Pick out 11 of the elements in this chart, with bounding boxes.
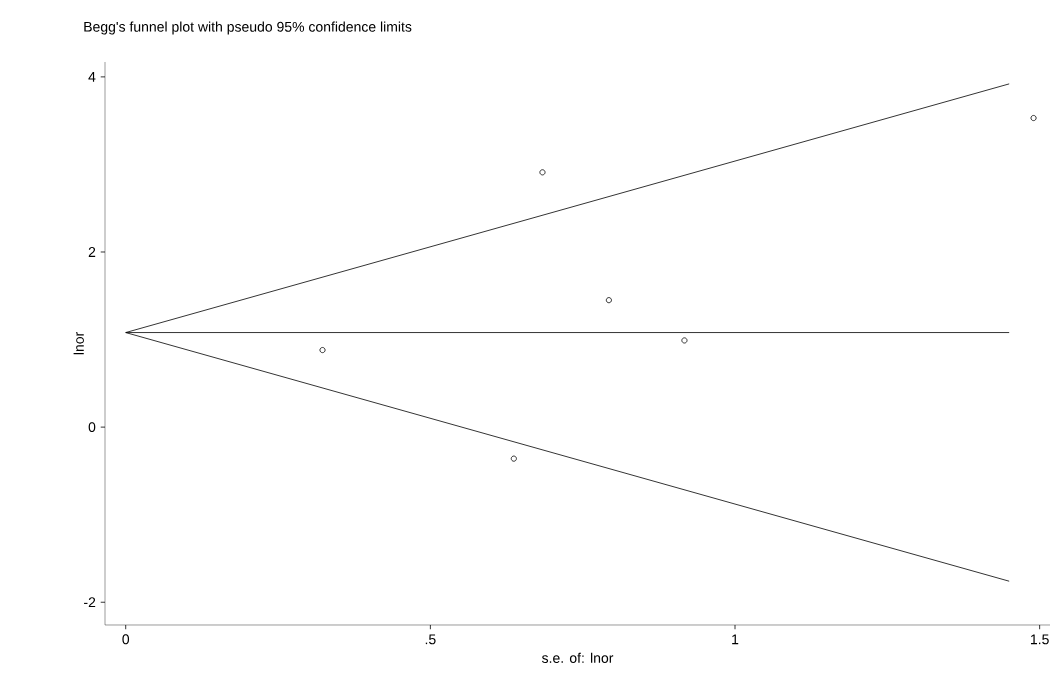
x-tick-label: 1.5 <box>1030 634 1049 645</box>
x-tick-label: 1 <box>732 634 739 645</box>
y-tick-label: 2 <box>88 247 96 257</box>
y-tick-label: -2 <box>84 597 96 608</box>
y-axis-title: lnor <box>73 332 84 355</box>
chart-title: Begg's funnel plot with pseudo 95% confidence limits <box>84 21 412 35</box>
x-tick-label: 0 <box>122 634 130 645</box>
y-tick-label: 0 <box>88 422 96 433</box>
y-tick-label: 4 <box>88 72 96 82</box>
x-axis-title: s.e. of: lnor <box>541 652 614 663</box>
x-tick-label: .5 <box>425 634 436 645</box>
